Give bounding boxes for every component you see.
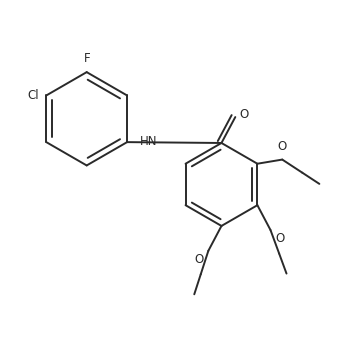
Text: Cl: Cl — [27, 89, 39, 102]
Text: HN: HN — [139, 135, 157, 148]
Text: F: F — [84, 51, 90, 64]
Text: O: O — [278, 140, 287, 153]
Text: O: O — [194, 253, 203, 266]
Text: O: O — [239, 108, 249, 121]
Text: O: O — [275, 232, 285, 245]
